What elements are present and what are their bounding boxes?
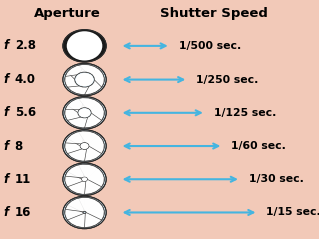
- Polygon shape: [67, 68, 104, 95]
- Text: 1/30 sec.: 1/30 sec.: [249, 174, 304, 184]
- Polygon shape: [65, 65, 104, 87]
- Text: 4.0: 4.0: [15, 73, 36, 86]
- Polygon shape: [65, 72, 104, 95]
- Polygon shape: [65, 205, 104, 228]
- Ellipse shape: [63, 196, 106, 229]
- Text: f: f: [3, 39, 8, 52]
- Ellipse shape: [63, 63, 106, 96]
- Text: Shutter Speed: Shutter Speed: [160, 7, 268, 20]
- Polygon shape: [65, 197, 91, 228]
- Polygon shape: [65, 164, 91, 194]
- Polygon shape: [65, 105, 104, 128]
- Ellipse shape: [64, 142, 105, 153]
- Ellipse shape: [67, 31, 102, 60]
- Text: f: f: [3, 140, 8, 152]
- Ellipse shape: [63, 30, 106, 62]
- Polygon shape: [67, 135, 104, 161]
- Ellipse shape: [64, 75, 105, 87]
- Polygon shape: [65, 131, 102, 157]
- Polygon shape: [78, 98, 104, 128]
- Polygon shape: [65, 197, 102, 224]
- Polygon shape: [65, 131, 91, 161]
- Ellipse shape: [64, 208, 105, 219]
- Polygon shape: [65, 172, 104, 194]
- Polygon shape: [65, 65, 91, 95]
- Polygon shape: [65, 98, 104, 120]
- Ellipse shape: [63, 97, 106, 129]
- Polygon shape: [78, 65, 104, 95]
- Text: f: f: [3, 106, 8, 119]
- Text: Aperture: Aperture: [33, 7, 100, 20]
- Polygon shape: [78, 197, 104, 228]
- Polygon shape: [65, 131, 104, 154]
- Text: 8: 8: [15, 140, 23, 152]
- Polygon shape: [65, 98, 102, 124]
- Ellipse shape: [64, 175, 105, 186]
- Polygon shape: [65, 98, 91, 128]
- Text: 5.6: 5.6: [15, 106, 36, 119]
- Ellipse shape: [63, 163, 106, 196]
- Polygon shape: [67, 102, 104, 128]
- Text: f: f: [3, 173, 8, 186]
- Text: 1/15 sec.: 1/15 sec.: [266, 207, 319, 217]
- Polygon shape: [67, 168, 104, 194]
- Polygon shape: [67, 201, 104, 228]
- Text: 1/500 sec.: 1/500 sec.: [179, 41, 241, 51]
- Ellipse shape: [78, 108, 91, 117]
- Polygon shape: [65, 138, 104, 161]
- Polygon shape: [65, 164, 102, 190]
- Ellipse shape: [63, 130, 106, 162]
- Ellipse shape: [76, 73, 93, 86]
- Polygon shape: [65, 197, 104, 220]
- Polygon shape: [78, 164, 104, 194]
- Text: 2.8: 2.8: [15, 39, 36, 52]
- Polygon shape: [78, 131, 104, 161]
- Polygon shape: [65, 65, 102, 91]
- Ellipse shape: [80, 143, 89, 149]
- Text: f: f: [3, 206, 8, 219]
- Text: 11: 11: [15, 173, 31, 186]
- Text: 16: 16: [15, 206, 31, 219]
- Ellipse shape: [64, 109, 105, 120]
- Text: 1/250 sec.: 1/250 sec.: [196, 75, 259, 85]
- Polygon shape: [65, 164, 104, 187]
- Ellipse shape: [82, 177, 87, 181]
- Text: 1/60 sec.: 1/60 sec.: [231, 141, 286, 151]
- Text: f: f: [3, 73, 8, 86]
- Text: 1/125 sec.: 1/125 sec.: [214, 108, 276, 118]
